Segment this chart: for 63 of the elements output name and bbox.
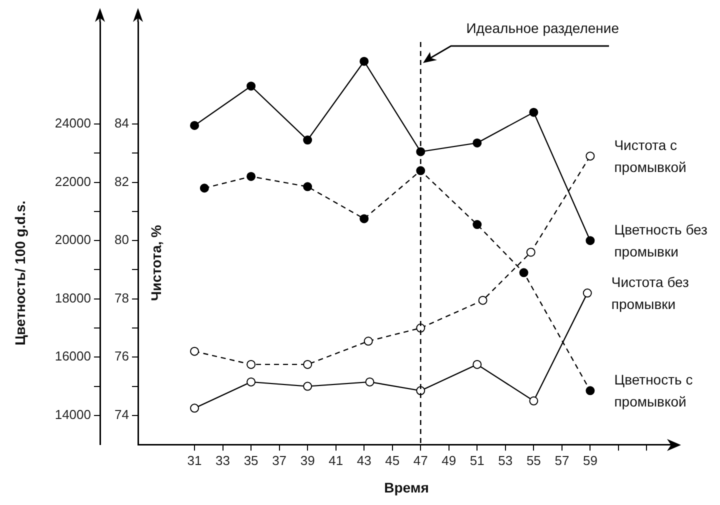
x-tick-label: 53 — [498, 452, 513, 468]
ref-line-label: Идеальное разделение — [466, 20, 620, 36]
x-tick-label: 45 — [385, 452, 400, 468]
point — [529, 396, 538, 406]
y-tick-label: 20000 — [54, 232, 91, 248]
point — [526, 248, 536, 257]
y-tick-label: 16000 — [54, 348, 91, 364]
point — [586, 236, 595, 246]
point — [472, 220, 482, 230]
x-tick-label: 51 — [470, 452, 484, 468]
point — [303, 182, 312, 192]
point — [200, 184, 209, 193]
point — [586, 386, 595, 396]
point — [472, 138, 482, 148]
y2-tick-label: 84 — [114, 116, 129, 131]
y-tick-label: 14000 — [54, 407, 91, 422]
x-tick-label: 33 — [216, 452, 230, 468]
point — [246, 82, 256, 91]
y-tick-label: 18000 — [54, 290, 91, 306]
x-tick-label: 55 — [526, 452, 541, 468]
series-label: Цветность с промывкой — [614, 372, 693, 410]
x-tick-label: 43 — [356, 452, 372, 468]
point — [478, 296, 488, 305]
y2-axis-title: Чистота, % — [148, 225, 164, 302]
x-tick-label: 47 — [413, 452, 428, 468]
y2-tick-label: 78 — [114, 290, 129, 306]
point — [360, 214, 369, 224]
point — [360, 56, 369, 66]
y-axis-title: Цветность/ 100 g.d.s. — [12, 200, 28, 346]
y-tick-label: 24000 — [54, 116, 91, 131]
point — [303, 382, 312, 391]
y2-tick-label: 82 — [114, 174, 129, 189]
y2-tick-label: 74 — [114, 407, 129, 422]
x-axis-title: Время — [384, 479, 429, 496]
point — [303, 360, 312, 369]
x-tick-label: 49 — [442, 452, 456, 468]
point — [364, 336, 373, 346]
point — [365, 377, 374, 386]
point — [519, 268, 528, 278]
series-label: Чистота с промывкой — [614, 136, 686, 175]
x-tick-label: 59 — [582, 452, 598, 468]
x-tick-label: 39 — [300, 452, 315, 468]
point — [582, 288, 592, 298]
y-tick-label: 22000 — [54, 174, 91, 189]
y2-tick-label: 76 — [114, 348, 129, 364]
x-tick-label: 35 — [244, 452, 258, 468]
point — [472, 360, 482, 369]
point — [190, 404, 200, 413]
x-tick-label: 37 — [272, 452, 287, 468]
x-tick-label: 57 — [554, 452, 570, 468]
point — [246, 172, 256, 181]
point — [246, 377, 256, 386]
series-label: Цветность без промывки — [614, 221, 708, 260]
point — [190, 346, 200, 356]
x-tick-label: 41 — [328, 452, 344, 468]
point — [190, 120, 200, 130]
point — [586, 152, 595, 161]
point — [529, 108, 538, 117]
point — [303, 136, 312, 145]
point — [246, 360, 256, 369]
x-tick-label: 31 — [187, 452, 202, 468]
series-label: Чистота без промывки — [611, 274, 689, 312]
y2-tick-label: 80 — [114, 232, 129, 248]
